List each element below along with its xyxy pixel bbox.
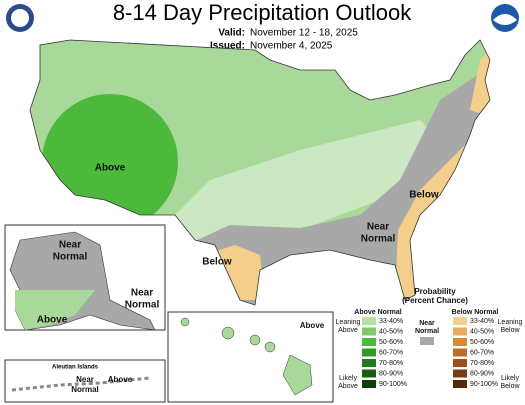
issued: November 4, 2025 [250, 41, 333, 52]
legend-swatch [362, 338, 376, 346]
map-label: Near [367, 222, 389, 233]
hawaii [180, 317, 313, 396]
legend-note: Leaning [336, 319, 361, 326]
legend-swatch [362, 369, 376, 378]
legend-swatch [453, 380, 467, 388]
legend-note: Below [500, 383, 520, 390]
legend-swatch [453, 338, 467, 346]
legend-title: Probability [414, 287, 456, 296]
map-label: Above [95, 163, 126, 174]
islands [11, 376, 151, 392]
map-label: Below [202, 257, 232, 268]
legend-swatch [453, 369, 467, 378]
legend-note: Likely [339, 375, 357, 382]
legend-label: 70-80% [470, 360, 494, 367]
legend-heading: Above Normal [354, 309, 402, 316]
legend-heading: Below Normal [452, 309, 499, 316]
legend-label: 70-80% [379, 360, 403, 367]
legend-label: 60-70% [379, 349, 403, 356]
legend-note: Leaning [498, 319, 523, 326]
legend-swatch [362, 380, 376, 388]
map-label: Below [409, 190, 439, 201]
legend-swatch [453, 348, 467, 357]
region [200, 245, 265, 300]
legend-note: Below [500, 327, 520, 334]
valid-label: Valid: [218, 28, 245, 39]
legend-label: 90-100% [470, 381, 498, 388]
inset-frame [4, 359, 166, 403]
legend-label: 40-50% [379, 328, 403, 335]
legend-label: 60-70% [470, 349, 494, 356]
legend-swatch [453, 359, 467, 367]
map-label: Above [108, 375, 133, 384]
legend-label: 33-40% [470, 318, 494, 325]
legend-swatch [362, 327, 376, 336]
legend-swatch [362, 359, 376, 367]
legend-title: (Percent Chance) [402, 296, 468, 305]
region [150, 120, 440, 250]
legend-label: 50-60% [470, 339, 494, 346]
map-label: Near [59, 240, 81, 251]
legend-swatch [362, 348, 376, 357]
legend-swatch [420, 337, 434, 345]
legend-swatch [453, 317, 467, 325]
legend-label: 50-60% [379, 339, 403, 346]
map-label: Normal [125, 300, 160, 311]
map-label: Above [37, 315, 68, 326]
legend-label: 80-90% [470, 370, 494, 377]
map-label: Near [76, 375, 94, 384]
legend-note: Above [338, 327, 358, 334]
legend-label: 33-40% [379, 318, 403, 325]
border [29, 39, 491, 306]
map-label: Aleutian Islands [52, 365, 99, 371]
legend-label: 90-100% [379, 381, 407, 388]
legend-note: Near [419, 320, 435, 327]
legend: Probability (Percent Chance) Above Norma… [336, 287, 523, 390]
legend-note: Above [338, 383, 358, 390]
logo [11, 9, 29, 27]
logo [493, 14, 517, 25]
valid: November 12 - 18, 2025 [250, 28, 358, 39]
legend-note: Likely [501, 375, 519, 382]
map-label: Normal [71, 385, 99, 394]
map-label: Near [131, 288, 153, 299]
legend-swatch [362, 317, 376, 325]
title: 8-14 Day Precipitation Outlook [113, 0, 412, 25]
legend-label: 80-90% [379, 370, 403, 377]
legend-swatch [453, 327, 467, 336]
legend-note: Normal [415, 328, 439, 335]
legend-label: 40-50% [470, 328, 494, 335]
issued-label: Issued: [210, 41, 245, 52]
map-label: Normal [53, 252, 88, 263]
map-label: Above [300, 321, 325, 330]
region [15, 290, 95, 330]
map-label: Normal [361, 234, 396, 245]
